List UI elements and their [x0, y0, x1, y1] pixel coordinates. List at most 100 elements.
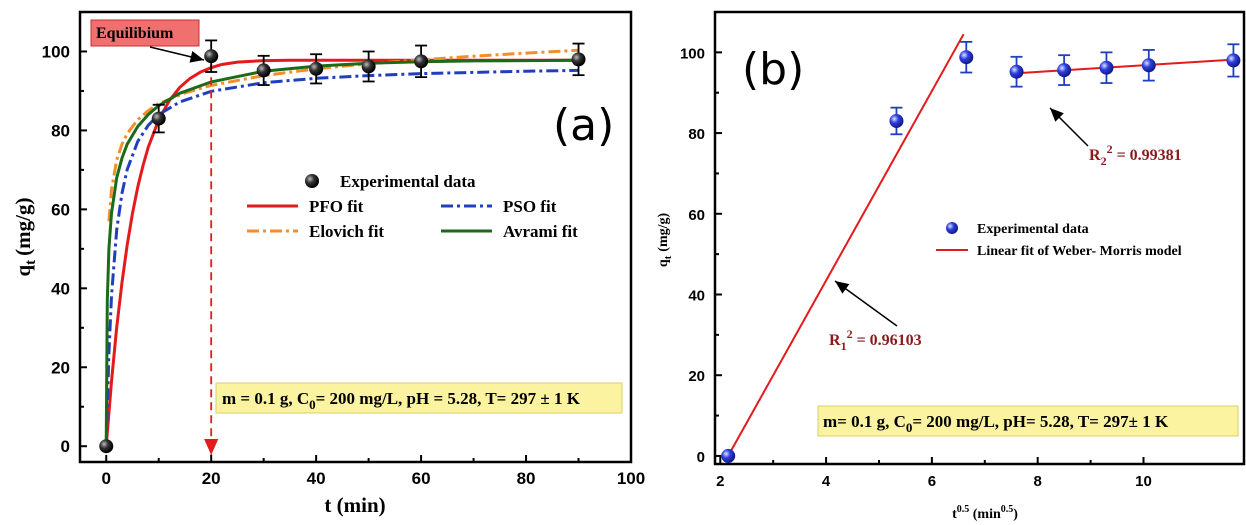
r2-2-sup: 2: [1107, 142, 1113, 156]
panel-b-y-axis-label: qt (mg/g): [656, 212, 674, 267]
r2-1-pre: R: [829, 332, 841, 349]
legend-b-fit-label: Linear fit of Weber- Morris model: [977, 244, 1182, 259]
panel-b-label: (b): [742, 44, 804, 95]
legend-b-experimental-marker: [946, 222, 958, 234]
ylabel-a-main: q: [11, 265, 35, 277]
panel-a-label: (a): [553, 100, 614, 151]
legend-b-experimental-label: Experimental data: [977, 222, 1089, 237]
cond-b-post: = 200 mg/L, pH= 5.28, T= 297± 1 K: [912, 412, 1169, 431]
x-tick-label: 80: [517, 469, 536, 488]
panel-b-conditions: m= 0.1 g, C0= 200 mg/L, pH= 5.28, T= 297…: [823, 412, 1169, 435]
data-point: [959, 50, 974, 65]
y-tick-label: 60: [688, 207, 705, 224]
cond-a-post: = 200 mg/L, pH = 5.28, T= 297 ± 1 K: [316, 389, 581, 408]
r2-2-sub: 2: [1101, 154, 1107, 168]
cond-b-pre: m= 0.1 g, C: [823, 412, 906, 431]
y-tick-label: 40: [51, 279, 70, 298]
y-tick-label: 60: [51, 200, 70, 219]
data-point: [1099, 60, 1114, 75]
r2-1-sub: 1: [841, 339, 847, 353]
legend-pso-label: PSO fit: [503, 197, 557, 216]
r2-2-pre: R: [1089, 147, 1101, 164]
y-tick-label: 20: [688, 368, 705, 385]
xlabel-b-sup: 0.5: [957, 504, 970, 515]
x-tick-label: 0: [102, 469, 111, 488]
fit-line: [104, 68, 579, 447]
y-tick-label: 100: [680, 45, 705, 62]
panel-b-x-axis-label: t0.5 (min0.5): [952, 504, 1018, 522]
r2-1-sup: 2: [847, 327, 853, 341]
legend-pfo-label: PFO fit: [309, 197, 364, 216]
panel-a-x-axis-label: t (min): [324, 493, 385, 517]
data-point: [1226, 53, 1241, 68]
ylabel-b-unit: (mg/g): [656, 212, 671, 251]
x-tick-label: 60: [412, 469, 431, 488]
x-tick-label: 20: [202, 469, 221, 488]
ylabel-a-unit: (mg/g): [11, 197, 35, 255]
xlabel-b-unit: (min: [969, 507, 1001, 522]
fit-line: [1016, 58, 1234, 75]
panel-b-conditions-box: [817, 405, 1239, 437]
ylabel-a-sub: t: [23, 260, 39, 265]
y-tick-label: 0: [697, 449, 705, 466]
r2-2-value: = 0.99381: [1113, 147, 1182, 164]
panel-a-experimental-points: [99, 39, 586, 454]
x-tick-label: 6: [928, 473, 936, 490]
cond-a-pre: m = 0.1 g, C: [222, 389, 309, 408]
data-point: [204, 49, 219, 64]
x-tick-label: 40: [307, 469, 326, 488]
ylabel-b-sub: t: [662, 255, 674, 259]
data-point: [889, 113, 904, 128]
equilibrium-label-box: [90, 19, 200, 47]
panel-a-conditions: m = 0.1 g, C0= 200 mg/L, pH = 5.28, T= 2…: [222, 389, 581, 412]
y-tick-label: 20: [51, 358, 70, 377]
xlabel-b-unit-sup: 0.5: [1001, 504, 1014, 515]
panel-b-legend: Experimental data Linear fit of Weber- M…: [936, 222, 1182, 259]
data-point: [571, 52, 586, 67]
fit-line: [727, 33, 965, 457]
y-tick-label: 100: [42, 42, 70, 61]
data-point: [414, 54, 429, 69]
y-tick-label: 80: [688, 126, 705, 143]
panel-a-y-axis-label: qt (mg/g): [11, 197, 39, 276]
x-tick-label: 10: [1135, 473, 1152, 490]
cond-a-sub: 0: [309, 397, 316, 412]
data-point: [309, 61, 324, 76]
panel-a-legend: Experimental data PFO fit PSO fit Elovic…: [247, 172, 578, 241]
data-point: [151, 111, 166, 126]
panel-b-experimental-points: [721, 40, 1241, 463]
y-tick-label: 40: [688, 288, 705, 305]
r2-1-value: = 0.96103: [853, 332, 922, 349]
x-tick-label: 4: [822, 473, 831, 490]
r2-2-annotation: R22 = 0.99381: [1089, 142, 1182, 168]
r2-1-arrow: [834, 280, 898, 327]
r2-2-arrow: [1049, 107, 1089, 147]
data-point: [1057, 63, 1072, 78]
equilibrium-label: Equilibium: [96, 25, 174, 42]
data-point: [99, 439, 114, 454]
x-tick-label: 2: [716, 473, 724, 490]
r2-1-annotation: R12 = 0.96103: [829, 327, 922, 353]
panel-a-conditions-box: [215, 382, 623, 414]
legend-experimental-label: Experimental data: [340, 172, 476, 191]
ylabel-b-main: q: [656, 259, 671, 267]
legend-experimental-marker: [305, 174, 319, 188]
legend-elovich-label: Elovich fit: [309, 222, 384, 241]
data-point: [361, 59, 376, 74]
xlabel-b-main: t: [952, 507, 957, 522]
panel-b-fit-lines: [727, 33, 1234, 457]
xlabel-b-close: ): [1013, 507, 1018, 522]
panel-b-frame: [713, 10, 1246, 466]
cond-b-sub: 0: [906, 420, 913, 435]
x-tick-label: 100: [617, 469, 645, 488]
panel-a-frame: [78, 10, 633, 464]
data-point: [1141, 58, 1156, 73]
data-point: [1009, 64, 1024, 79]
x-tick-label: 8: [1034, 473, 1042, 490]
equilibrium-arrow: [149, 46, 205, 63]
y-tick-label: 80: [51, 121, 70, 140]
data-point: [256, 63, 271, 78]
